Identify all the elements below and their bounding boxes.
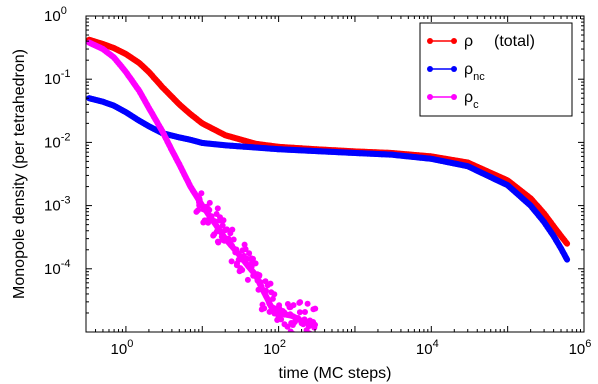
data-point (312, 337, 318, 343)
data-point (241, 241, 248, 248)
legend-marker (451, 66, 457, 72)
legend-marker (451, 38, 457, 44)
data-point (262, 287, 269, 294)
legend-label: ρnc (464, 61, 485, 83)
y-tick-label: 10-1 (44, 68, 70, 88)
y-tick-label: 100 (44, 5, 67, 25)
data-point (196, 202, 203, 209)
data-point (227, 241, 234, 248)
plot-frame (85, 15, 585, 333)
data-point (276, 302, 283, 309)
legend-marker (451, 94, 457, 100)
data-point (278, 316, 285, 323)
data-point (563, 255, 570, 261)
data-point (256, 272, 263, 279)
data-point (284, 323, 291, 330)
y-tick-label: 10-2 (44, 131, 70, 151)
data-point (211, 218, 218, 225)
data-point (258, 306, 265, 313)
series-nc (86, 95, 571, 263)
data-point (301, 316, 308, 323)
legend-entry: ρ (total) (427, 33, 535, 50)
data-point (563, 239, 570, 246)
y-tick-label: 10-3 (44, 195, 70, 215)
data-point (304, 300, 311, 307)
x-axis-label: time (MC steps) (279, 365, 392, 382)
data-point (213, 228, 220, 235)
data-point (294, 316, 301, 323)
y-tick-label: 10-4 (44, 258, 70, 278)
data-point (297, 299, 304, 306)
legend-marker (427, 38, 433, 44)
data-point (311, 324, 318, 331)
data-point (312, 305, 319, 312)
data-point (300, 321, 307, 328)
data-point (258, 283, 265, 290)
data-point (233, 246, 240, 253)
data-point (267, 280, 274, 287)
legend-label: ρc (464, 89, 479, 111)
legend-marker (427, 66, 433, 72)
data-point (239, 267, 246, 273)
legend-label: ρ (total) (464, 33, 535, 50)
data-point (302, 309, 308, 315)
x-tick-label: 100 (111, 338, 134, 358)
legend-entry: ρnc (427, 61, 485, 83)
legend: ρ (total) ρnc ρc (419, 22, 573, 117)
data-point (309, 334, 315, 340)
tick-layer: 100 102 104 106 100 10-1 10-2 10-3 10-4 (44, 5, 591, 358)
x-tick-label: 106 (569, 338, 592, 358)
series-c (86, 39, 319, 343)
data-point (219, 222, 226, 229)
data-point (223, 226, 230, 233)
data-point (206, 199, 213, 206)
data-point (229, 226, 236, 233)
data-point (198, 190, 205, 197)
series-layer (86, 36, 571, 343)
data-point (208, 213, 215, 220)
data-point (224, 235, 231, 242)
x-tick-label: 102 (263, 338, 286, 358)
data-point (242, 246, 249, 253)
data-point (214, 205, 221, 212)
data-point (204, 217, 210, 224)
data-point (196, 195, 203, 202)
data-point (290, 302, 297, 309)
data-point (246, 250, 253, 257)
data-point (287, 311, 294, 318)
data-point (206, 207, 213, 213)
data-point (310, 319, 317, 325)
data-point (271, 291, 278, 298)
data-point (230, 236, 237, 243)
data-point (252, 260, 259, 267)
label-layer: time (MC steps) Monopole density (per te… (11, 49, 391, 382)
data-point (220, 217, 227, 224)
legend-entry: ρc (427, 89, 479, 111)
data-point (244, 276, 251, 283)
y-axis-label: Monopole density (per tetrahedron) (11, 49, 28, 299)
data-point (195, 207, 201, 214)
x-tick-label: 104 (416, 338, 439, 358)
legend-marker (427, 94, 433, 100)
data-point (269, 295, 276, 302)
data-point (228, 258, 235, 265)
data-point (296, 309, 303, 316)
data-point (248, 255, 255, 262)
data-point (266, 308, 273, 315)
